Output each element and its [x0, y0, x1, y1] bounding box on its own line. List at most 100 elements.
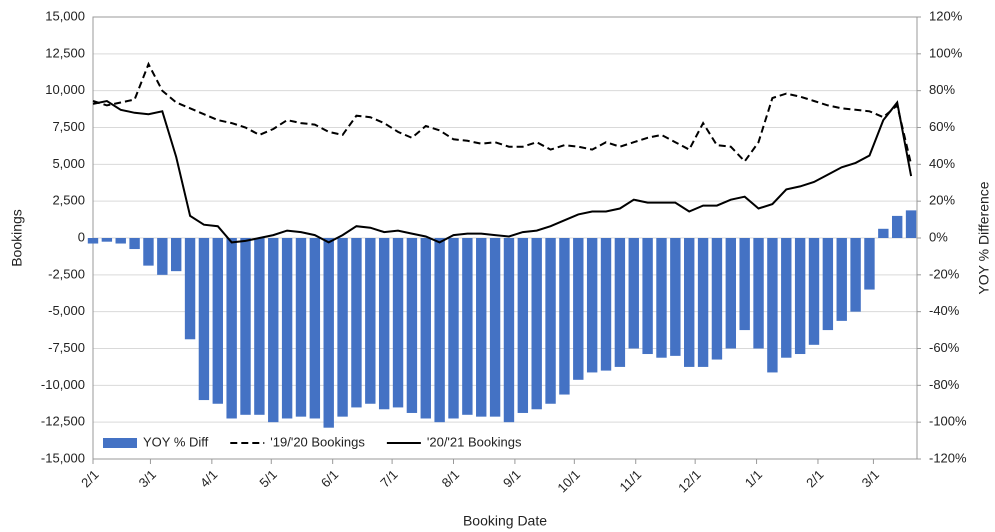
bar [697, 238, 709, 367]
bar [850, 238, 861, 312]
y-tick-label: -5,000 [48, 303, 85, 318]
x-tick-label: 7/1 [377, 467, 400, 490]
bar [309, 238, 321, 419]
y-tick-label: 12,500 [45, 45, 85, 60]
x-tick-label: 3/1 [136, 467, 159, 490]
bar [351, 238, 362, 408]
bar [462, 238, 473, 415]
bar [295, 238, 307, 417]
bar [337, 238, 348, 417]
bar [794, 238, 806, 355]
x-tick-label: 1/1 [742, 467, 765, 490]
y-tick-label: -10,000 [41, 377, 85, 392]
y2-tick-label: 60% [929, 119, 955, 134]
bar [129, 238, 140, 250]
bar [115, 238, 126, 244]
bar [753, 238, 764, 349]
line [92, 99, 913, 244]
y-tick-label: -2,500 [48, 266, 85, 281]
bar [642, 238, 653, 355]
bar [531, 238, 542, 410]
bar [170, 238, 182, 272]
bar [240, 238, 251, 415]
bar [891, 215, 903, 238]
bar [323, 238, 334, 428]
bar [101, 238, 113, 242]
bar [628, 238, 639, 349]
x-tick-label: 4/1 [197, 467, 220, 490]
bar [212, 238, 223, 404]
y-tick-label: 5,000 [52, 156, 85, 171]
bar [157, 238, 168, 275]
y2-tick-label: -100% [929, 414, 967, 429]
bar [781, 238, 792, 358]
x-tick-label: 11/1 [616, 467, 644, 495]
y2-tick-label: -20% [929, 266, 960, 281]
y-tick-label: -12,500 [41, 414, 85, 429]
x-tick-label: 2/1 [78, 467, 101, 490]
bar [254, 238, 265, 415]
y2-tick-label: 20% [929, 193, 955, 208]
bar [739, 238, 750, 331]
bar [864, 238, 875, 290]
x-tick-label: 5/1 [256, 467, 279, 490]
y-tick-label: 10,000 [45, 82, 85, 97]
bar [656, 238, 667, 358]
line [92, 61, 913, 165]
bar [573, 238, 584, 380]
y2-axis-title: YOY % Difference [976, 181, 992, 294]
x-tick-label: 3/1 [859, 467, 882, 490]
bar [767, 238, 778, 373]
y-tick-label: 15,000 [45, 8, 85, 23]
bar [184, 238, 196, 340]
bar [226, 238, 237, 419]
bar [87, 238, 99, 244]
bar [434, 238, 445, 423]
bar [476, 238, 487, 417]
bar [281, 238, 293, 419]
legend-label: '19/'20 Bookings [270, 434, 365, 449]
bar [822, 238, 834, 331]
bar [670, 238, 681, 356]
bar [808, 238, 820, 345]
bar [448, 238, 459, 419]
bar [614, 238, 626, 367]
y2-tick-label: 40% [929, 156, 955, 171]
bar [392, 238, 404, 408]
legend-swatch [103, 438, 137, 448]
bar [586, 238, 598, 373]
bar [725, 238, 737, 349]
y2-tick-label: 80% [929, 82, 955, 97]
x-tick-label: 10/1 [554, 467, 583, 496]
y2-tick-label: -80% [929, 377, 960, 392]
bar [365, 238, 376, 404]
x-tick-label: 9/1 [500, 467, 523, 490]
y-axis-title: Bookings [9, 209, 25, 267]
y-tick-label: -7,500 [48, 340, 85, 355]
bar [545, 238, 556, 404]
bar [559, 238, 570, 395]
bar [517, 238, 529, 413]
bar [711, 238, 723, 360]
bar [600, 238, 612, 371]
bar [684, 238, 695, 367]
x-tick-label: 2/1 [803, 467, 826, 490]
x-axis-title: Booking Date [463, 513, 547, 529]
y-tick-label: 0 [78, 229, 85, 244]
bar [378, 238, 390, 410]
x-tick-label: 12/1 [675, 467, 704, 496]
y2-tick-label: 100% [929, 45, 963, 60]
y2-tick-label: -40% [929, 303, 960, 318]
y-tick-label: -15,000 [41, 450, 85, 465]
x-tick-label: 8/1 [439, 467, 462, 490]
bar [268, 238, 279, 423]
x-tick-label: 6/1 [318, 467, 341, 490]
y2-tick-label: 0% [929, 229, 948, 244]
bar [406, 238, 418, 413]
bar [905, 210, 917, 238]
bar [503, 238, 515, 423]
y2-tick-label: -60% [929, 340, 960, 355]
y-tick-label: 7,500 [52, 119, 85, 134]
bar [489, 238, 501, 417]
